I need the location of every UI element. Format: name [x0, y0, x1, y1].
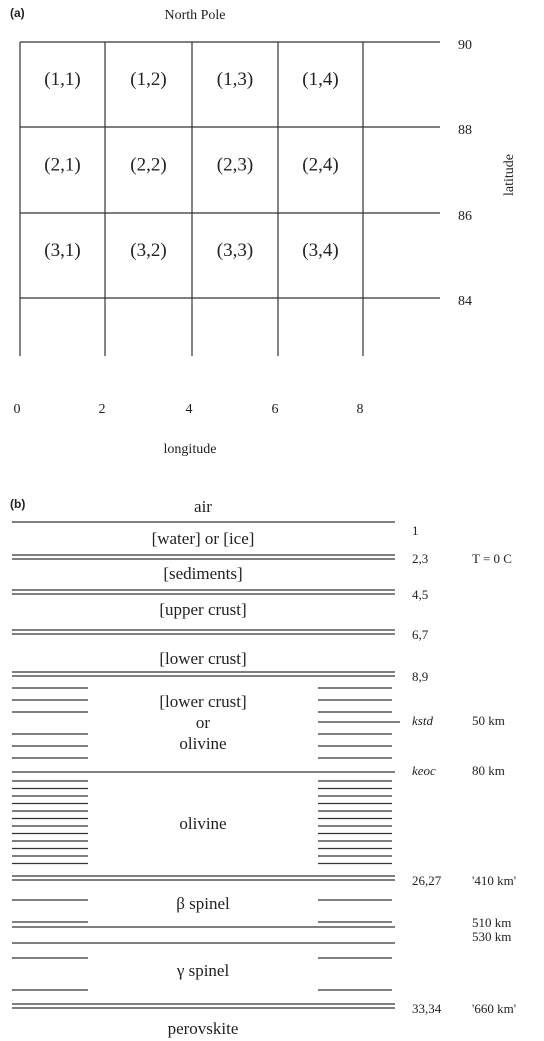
cell-label: (3,3) [217, 240, 253, 261]
boundary-depth: 50 km [472, 713, 505, 728]
cell-label: (2,3) [217, 154, 253, 175]
boundary-index: 4,5 [412, 587, 428, 602]
boundary-index: 1 [412, 523, 419, 538]
cell-label: (2,2) [130, 154, 166, 175]
cell-label: (1,2) [130, 69, 166, 90]
x-tick-label: 0 [14, 402, 21, 417]
y-tick-label: 90 [458, 38, 472, 53]
x-tick-label: 8 [357, 402, 364, 417]
boundary-index: 26,27 [412, 873, 442, 888]
cell-label: (1,4) [302, 69, 338, 90]
panel-label: (b) [10, 497, 25, 511]
boundary-depth: T = 0 C [472, 551, 512, 566]
y-label: latitude [502, 154, 517, 196]
y-tick-label: 88 [458, 123, 472, 138]
layer-label: olivine [179, 734, 226, 753]
cell-label: (2,4) [302, 154, 338, 175]
layer-label: perovskite [168, 1019, 239, 1038]
boundary-depth: 80 km [472, 763, 505, 778]
layer-label: β spinel [176, 894, 230, 913]
cell-label: (2,1) [44, 154, 80, 175]
layer-label: olivine [179, 814, 226, 833]
cell-label: (3,2) [130, 240, 166, 261]
title: North Pole [164, 8, 225, 23]
boundary-index: keoc [412, 763, 436, 778]
layer-label: [sediments] [163, 564, 242, 583]
layer-label: [upper crust] [159, 600, 246, 619]
boundary-depth: 530 km [472, 929, 511, 944]
y-tick-label: 84 [458, 294, 472, 309]
boundary-index: kstd [412, 713, 433, 728]
boundary-depth: '410 km' [472, 873, 516, 888]
panel-label: (a) [10, 6, 25, 20]
layer-label: γ spinel [176, 961, 230, 980]
boundary-index: 2,3 [412, 551, 428, 566]
boundary-depth: 510 km [472, 915, 511, 930]
cell-label: (1,3) [217, 69, 253, 90]
layer-label: [lower crust] [159, 649, 246, 668]
layer-label: [lower crust] [159, 692, 246, 711]
boundary-index: 33,34 [412, 1001, 442, 1016]
boundary-index: 8,9 [412, 669, 428, 684]
x-tick-label: 6 [272, 402, 279, 417]
layer-label: air [194, 497, 212, 516]
cell-label: (3,1) [44, 240, 80, 261]
cell-label: (3,4) [302, 240, 338, 261]
cell-label: (1,1) [44, 69, 80, 90]
x-tick-label: 4 [186, 402, 193, 417]
boundary-index: 6,7 [412, 627, 429, 642]
x-tick-label: 2 [99, 402, 106, 417]
y-tick-label: 86 [458, 209, 472, 224]
layer-label: [water] or [ice] [152, 529, 255, 548]
x-label: longitude [164, 442, 217, 457]
boundary-depth: '660 km' [472, 1001, 516, 1016]
layer-label: or [196, 713, 211, 732]
